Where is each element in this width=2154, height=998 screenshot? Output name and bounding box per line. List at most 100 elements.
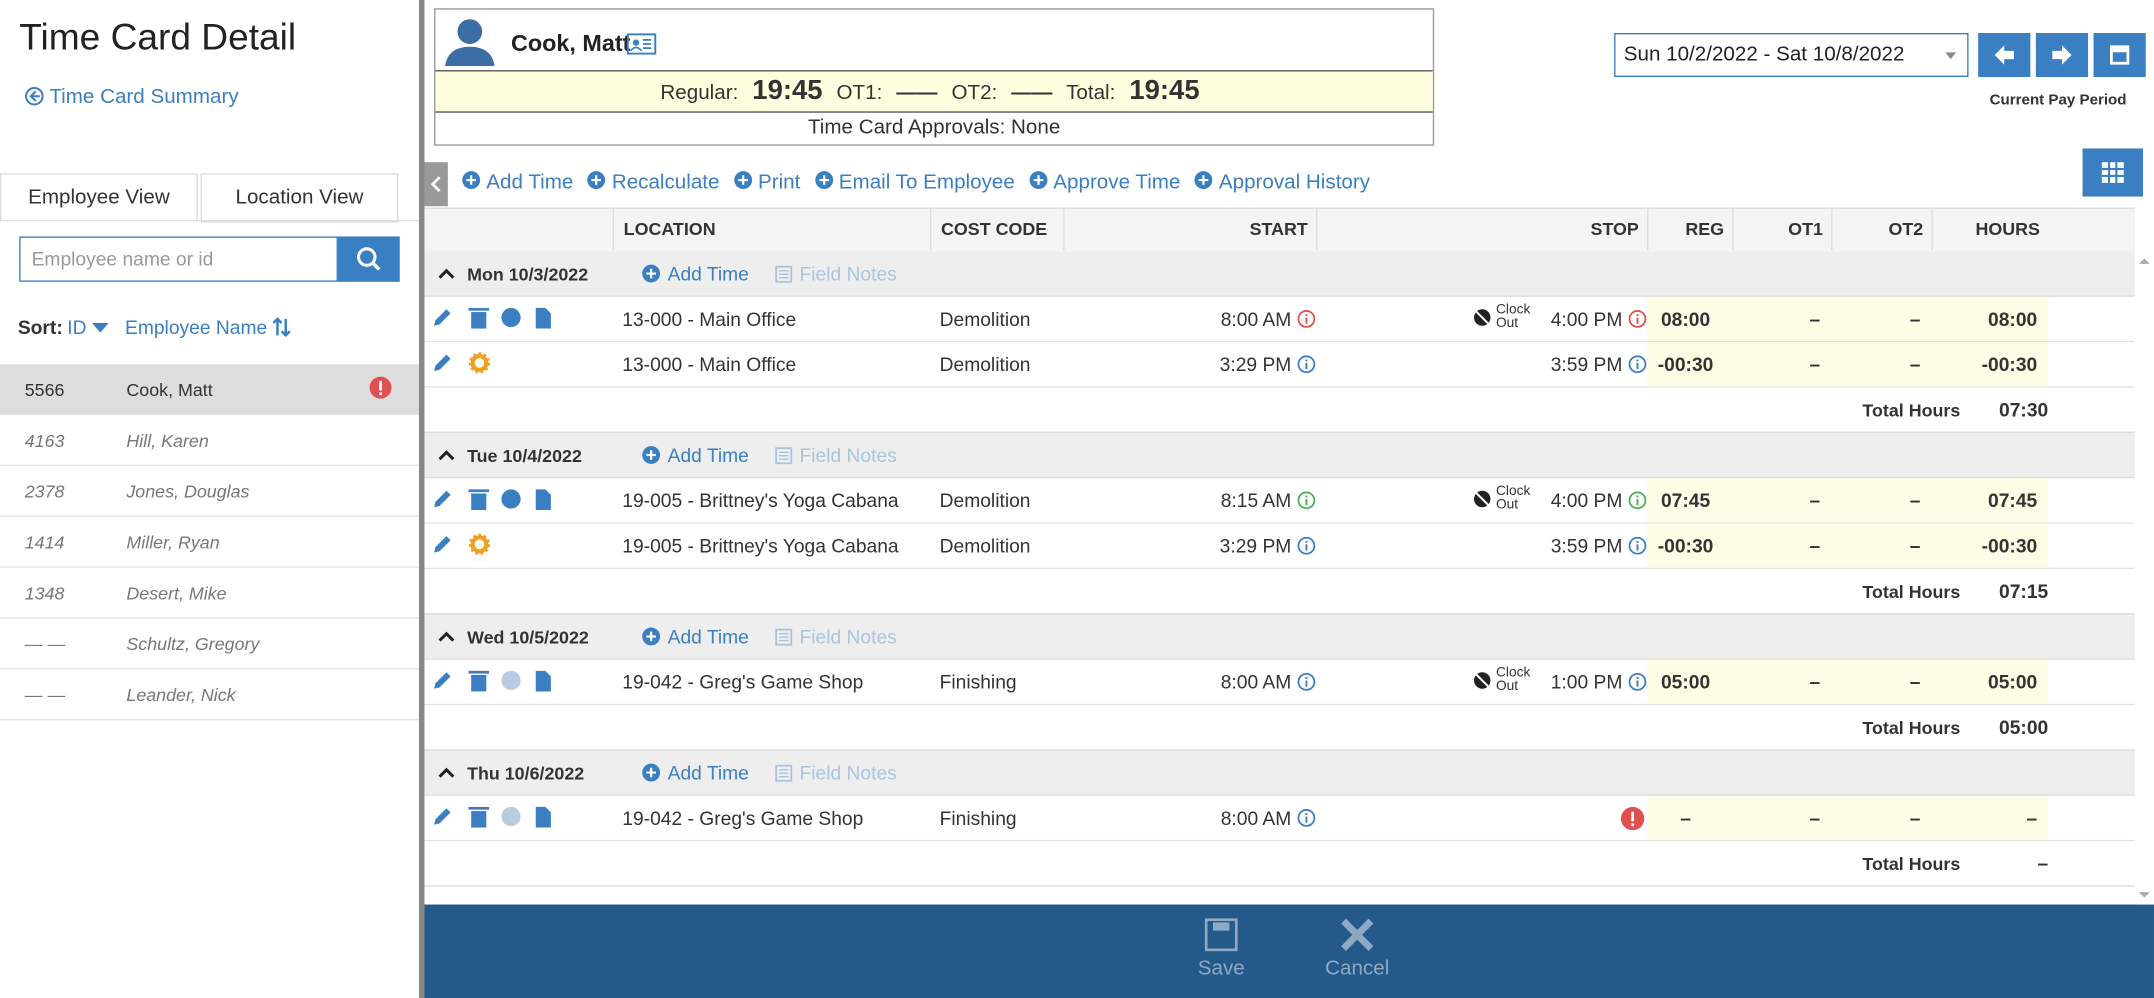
day-field-notes[interactable]: Field Notes	[775, 433, 897, 478]
cost-code: Finishing	[939, 670, 1017, 693]
sort-id[interactable]: ID	[67, 316, 109, 339]
row-actions[interactable]	[430, 532, 609, 561]
row-actions[interactable]	[430, 668, 609, 697]
clock-out: Clock Out	[1495, 483, 1531, 513]
pay-period-select[interactable]: Sun 10/2/2022 - Sat 10/8/2022	[1614, 32, 1969, 77]
totals: Regular: 19:45 OT1: —— OT2: —— Total: 19…	[435, 71, 1432, 112]
notes-icon	[775, 447, 793, 465]
total-label: Total Hours	[1862, 717, 1961, 739]
day-field-notes[interactable]: Field Notes	[775, 252, 897, 297]
info-icon	[1297, 536, 1316, 555]
tab-location[interactable]: Location View	[200, 173, 399, 223]
day-header	[424, 750, 2135, 796]
totals-band	[435, 70, 1433, 113]
save-button[interactable]: Save	[1187, 918, 1256, 980]
calendar-button[interactable]	[2093, 32, 2146, 77]
column-header: COST CODE	[930, 207, 1065, 251]
employee-alert	[369, 376, 395, 406]
info-icon	[1628, 310, 1647, 328]
toolbar-label: Add Time	[486, 170, 574, 194]
pay-period-label: Current Pay Period	[1989, 92, 2127, 109]
total-hours: 07:15	[1999, 580, 2049, 603]
employee-id: 5566	[24, 379, 65, 401]
hours-ot1: –	[1809, 307, 1821, 330]
location: 19-042 - Greg's Game Shop	[622, 806, 864, 829]
collapse-sidebar[interactable]	[424, 162, 448, 207]
location: 19-005 - Brittney's Yoga Cabana	[622, 534, 899, 557]
employee-row[interactable]	[0, 516, 419, 568]
toolbar-label: Approval History	[1218, 170, 1371, 194]
toolbar-item[interactable]: Print	[733, 170, 800, 194]
employee-row[interactable]	[0, 567, 419, 619]
hours-band	[1647, 478, 2049, 523]
hours-band	[1647, 342, 2049, 387]
row-actions[interactable]	[430, 487, 609, 516]
employee-name: Desert, Mike	[126, 582, 227, 604]
sort-id-text: ID	[67, 316, 87, 339]
toolbar-item[interactable]: Add Time	[462, 170, 574, 194]
day-header	[424, 433, 2135, 479]
day-field-notes[interactable]: Field Notes	[775, 751, 897, 796]
chevron-up	[438, 268, 455, 279]
back-link[interactable]: Time Card Summary	[25, 85, 239, 109]
total-hours: 07:30	[1999, 398, 2049, 421]
prev-period[interactable]	[1978, 32, 2031, 77]
right-arrow	[2052, 45, 2072, 65]
sort-name[interactable]: Employee Name	[125, 316, 292, 338]
next-period[interactable]	[2035, 32, 2089, 77]
collapse-day[interactable]	[437, 763, 456, 785]
row-actions[interactable]	[430, 351, 609, 380]
start-info	[1297, 491, 1316, 514]
row-icons	[434, 806, 551, 828]
employee-row[interactable]	[0, 415, 419, 467]
collapse-day[interactable]	[437, 627, 456, 649]
hours-ot2: –	[1909, 489, 1921, 512]
error-icon	[1620, 806, 1645, 831]
ot2-value: ——	[1011, 81, 1053, 105]
regular-value: 19:45	[752, 75, 823, 106]
employee-id: — —	[24, 633, 66, 655]
toolbar-item[interactable]: Recalculate	[587, 170, 720, 194]
employee-row[interactable]	[0, 466, 419, 517]
toolbar-item[interactable]: Approve Time	[1029, 170, 1180, 194]
footer-bar	[424, 904, 2154, 998]
collapse-day[interactable]	[437, 445, 456, 467]
column-header: HOURS	[1931, 207, 2049, 251]
day-add-time[interactable]: Add Time	[642, 751, 749, 796]
day-add-time[interactable]: Add Time	[642, 614, 749, 659]
day-add-time[interactable]: Add Time	[642, 252, 749, 297]
row-actions[interactable]	[430, 305, 609, 334]
scrollbar	[2134, 250, 2154, 905]
toolbar-item[interactable]: Email To Employee	[814, 170, 1015, 194]
stop-time: 1:00 PM	[1550, 670, 1623, 693]
cancel-button[interactable]: Cancel	[1319, 918, 1396, 980]
clock-out: Clock Out	[1495, 665, 1531, 695]
info-icon	[1297, 809, 1316, 827]
hours-ot1: –	[1809, 353, 1821, 376]
tab-line	[0, 219, 419, 222]
employee-name: Miller, Ryan	[126, 531, 220, 553]
employee-row[interactable]	[0, 364, 419, 416]
day-add-time[interactable]: Add Time	[642, 433, 749, 478]
cancel-icon	[1341, 918, 1374, 951]
info-icon	[1297, 310, 1316, 328]
employee-row[interactable]	[0, 618, 419, 670]
collapse-day[interactable]	[437, 264, 456, 286]
field-notes-label: Field Notes	[799, 444, 897, 467]
ot1-value: ——	[896, 81, 938, 105]
row-actions[interactable]	[430, 804, 609, 833]
hours-reg: -00:30	[1657, 534, 1714, 557]
dropdown-arrow	[1945, 52, 1957, 60]
tab-employee[interactable]: Employee View	[0, 173, 198, 222]
day-header	[424, 251, 2135, 297]
toolbar-item[interactable]: Approval History	[1194, 170, 1371, 194]
clock-out-icon	[1473, 671, 1492, 694]
employee-row[interactable]	[0, 669, 419, 721]
search-button[interactable]	[337, 236, 400, 282]
approvals: Time Card Approvals: None	[807, 115, 1061, 139]
search-input[interactable]: Employee name or id	[19, 236, 338, 282]
regular-label: Regular:	[660, 81, 739, 105]
day-field-notes[interactable]: Field Notes	[775, 614, 897, 659]
total-hours: –	[2037, 852, 2049, 875]
columns-button[interactable]	[2082, 148, 2144, 197]
